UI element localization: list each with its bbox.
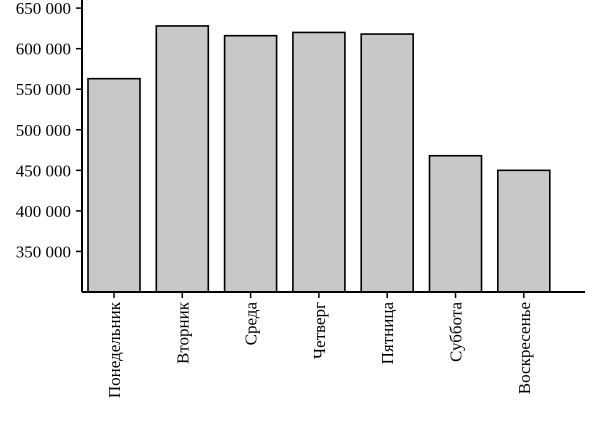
- y-axis: 350 000 400 000 450 000 500 000 550 000 600 0…: [16, 0, 83, 292]
- y-tick-label: 600 000: [16, 40, 71, 59]
- y-tick-label: 400 000: [16, 202, 71, 221]
- bar: [428, 154, 483, 293]
- bar: [496, 169, 551, 293]
- x-tick-label: Воскресенье: [515, 302, 534, 394]
- y-tick-label: 500 000: [16, 121, 71, 140]
- y-tick-label: 550 000: [16, 80, 71, 99]
- x-axis: Понедельник Вторник Среда Четверг Пятница Суб…: [82, 291, 585, 398]
- bar: [155, 25, 210, 293]
- y-tick-label: 650 000: [16, 0, 71, 18]
- bar: [223, 34, 278, 293]
- bars: [87, 25, 551, 293]
- x-tick-label: Понедельник: [105, 301, 124, 398]
- y-tick-label: 350 000: [16, 242, 71, 261]
- bar: [360, 33, 415, 293]
- x-tick-label: Четверг: [310, 302, 329, 359]
- x-tick-label: Пятница: [378, 302, 397, 365]
- bar: [292, 31, 346, 293]
- x-tick-label: Среда: [242, 302, 261, 346]
- x-tick-label: Вторник: [173, 301, 192, 364]
- x-tick-label: Суббота: [447, 302, 466, 362]
- bar: [87, 77, 141, 293]
- y-tick-label: 450 000: [16, 161, 71, 180]
